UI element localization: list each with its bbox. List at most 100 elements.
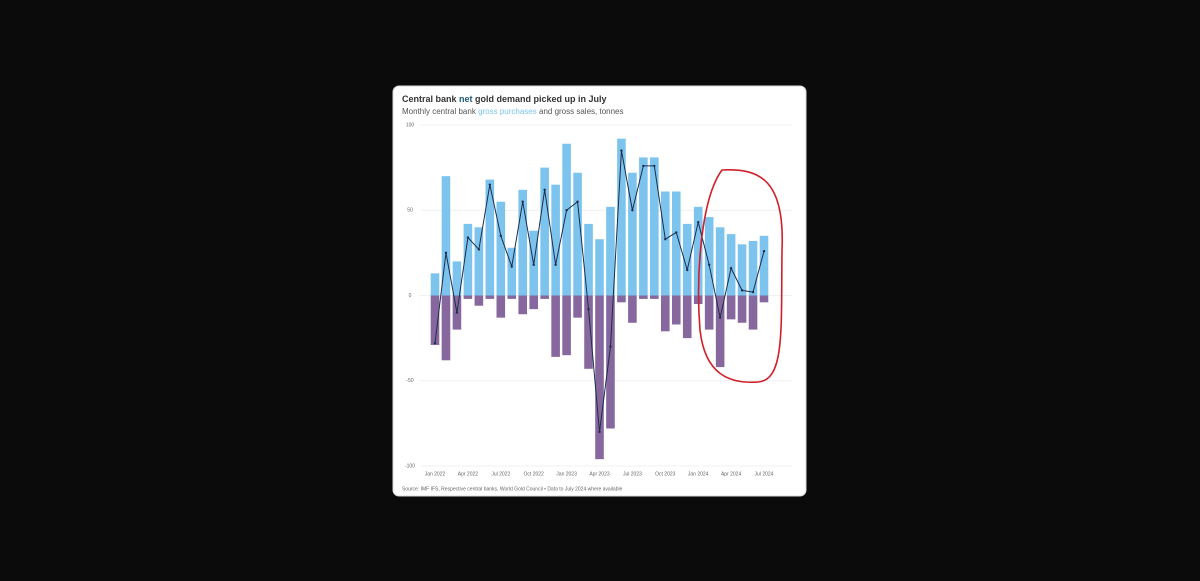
bar — [704, 295, 714, 330]
x-tick-label: Oct 2023 — [655, 471, 676, 477]
net-point — [642, 164, 645, 168]
bar — [496, 295, 506, 318]
title-part: gold demand picked up in July — [475, 94, 607, 104]
bar — [628, 172, 637, 296]
net-point — [609, 345, 612, 348]
bar — [562, 143, 571, 296]
bar — [485, 295, 495, 299]
bar — [474, 295, 484, 306]
net-point — [740, 289, 744, 292]
bar — [704, 217, 714, 296]
bar — [595, 295, 604, 460]
bar — [430, 273, 440, 296]
bar — [441, 176, 451, 296]
bar — [606, 295, 615, 429]
net-point — [466, 236, 470, 239]
net-point — [532, 263, 535, 267]
bar — [617, 138, 626, 296]
bar — [628, 295, 637, 323]
bar — [551, 184, 560, 296]
bar — [540, 295, 549, 299]
title-part: Central bank — [402, 94, 458, 104]
bar — [474, 227, 484, 296]
x-tick-label: Jan 2023 — [556, 471, 577, 477]
bar — [682, 223, 692, 296]
bar — [661, 191, 670, 296]
net-point — [565, 209, 568, 212]
bar — [573, 172, 582, 296]
bar — [584, 223, 593, 296]
bar — [518, 189, 528, 296]
plot-area: 100 50 0 -50 -100 Jan 2022 Apr 2022 Jul 2022 Oct… — [405, 122, 792, 477]
net-point — [444, 251, 448, 255]
y-tick-label: 100 — [406, 122, 415, 128]
net-point — [686, 268, 689, 272]
bar — [671, 295, 681, 325]
subtitle-part: Monthly central bank — [402, 107, 477, 116]
net-point — [697, 220, 700, 224]
x-tick-label: Jan 2022 — [425, 471, 446, 477]
bar — [584, 295, 593, 369]
y-tick-label: 0 — [409, 293, 412, 299]
net-point — [455, 311, 459, 314]
bar — [463, 295, 473, 299]
net-point — [598, 430, 601, 434]
bar — [715, 227, 725, 296]
bar — [650, 157, 659, 296]
chart-subtitle: Monthly central bank gross purchases and… — [402, 107, 624, 116]
bar — [518, 295, 528, 315]
bar — [507, 247, 517, 296]
bar — [682, 295, 692, 339]
net-point — [477, 248, 481, 251]
bar — [551, 295, 560, 357]
x-tick-label: Jul 2022 — [491, 471, 510, 477]
x-tick-label: Apr 2023 — [589, 471, 610, 477]
x-tick-label: Jul 2023 — [623, 471, 642, 477]
bar — [430, 295, 440, 345]
bar — [748, 295, 758, 330]
subtitle-part: and gross sales, tonnes — [539, 107, 624, 116]
bar — [650, 295, 659, 299]
net-point — [653, 164, 656, 168]
bar — [671, 191, 681, 296]
bar — [485, 179, 495, 296]
net-point — [510, 265, 513, 268]
net-point — [543, 188, 546, 191]
bar — [693, 206, 703, 296]
net-point — [762, 249, 766, 253]
net-point — [488, 183, 492, 186]
net-point — [521, 200, 524, 203]
bar — [726, 234, 736, 296]
subtitle-part: gross purchases — [478, 107, 537, 116]
bar — [573, 295, 582, 318]
x-tick-label: Apr 2022 — [458, 471, 479, 477]
hand-drawn-annotation — [697, 169, 783, 384]
title-part: net — [459, 94, 473, 104]
bar — [639, 295, 648, 299]
bar — [661, 295, 670, 332]
bar — [726, 295, 736, 320]
net-point — [707, 263, 711, 267]
bar — [737, 295, 747, 323]
net-point — [718, 316, 722, 319]
net-point — [587, 307, 590, 311]
bar — [452, 261, 462, 296]
y-tick-label: -50 — [406, 378, 413, 384]
net-point — [433, 342, 437, 345]
bar — [715, 295, 725, 368]
bar — [737, 244, 747, 296]
y-tick-label: -100 — [405, 463, 415, 469]
bar — [617, 295, 626, 303]
bar — [759, 235, 769, 296]
bar — [562, 295, 571, 356]
y-tick-label: 50 — [407, 208, 413, 214]
net-point — [675, 231, 678, 234]
net-point — [576, 200, 579, 203]
net-point — [729, 267, 733, 270]
net-point — [631, 209, 634, 212]
x-tick-label: Oct 2022 — [524, 471, 545, 477]
bar — [540, 167, 549, 296]
source-note: Source: IMF IFS, Respective central bank… — [402, 486, 623, 492]
bar — [496, 201, 506, 296]
